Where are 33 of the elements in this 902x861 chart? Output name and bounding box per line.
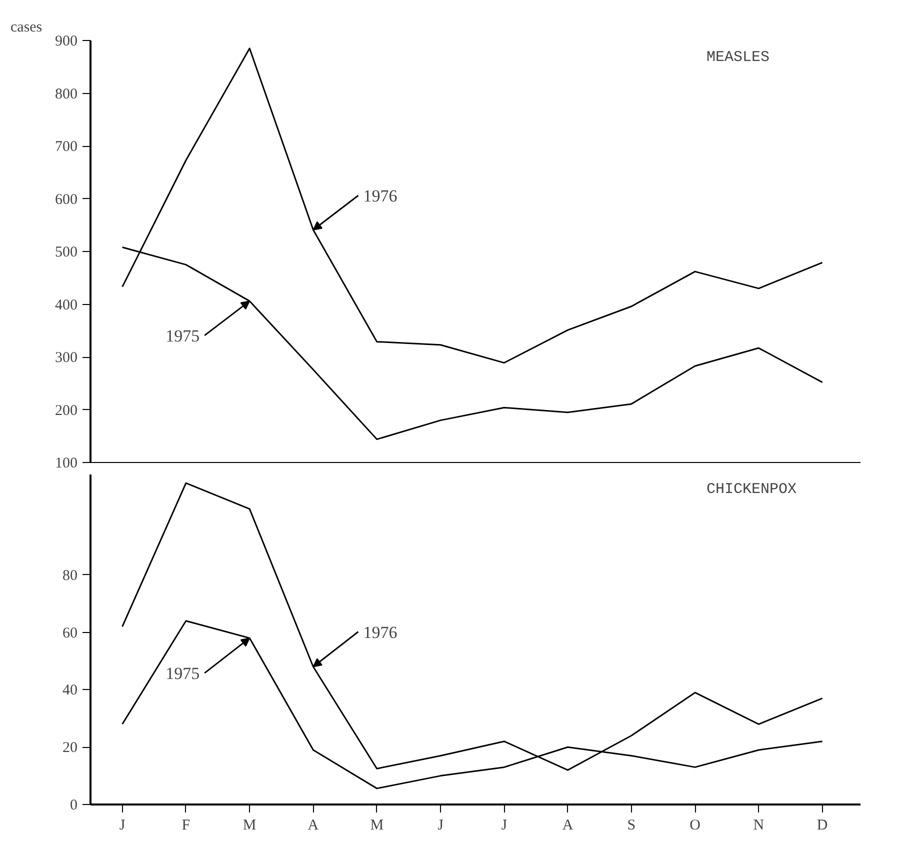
text: CHICKENPOX [706,481,797,498]
y-axis-title: cases [10,20,42,36]
annotation: 1975 [166,326,200,346]
y-tick-label: 600 [55,192,78,208]
text: MEASLES [706,48,770,66]
annotation: 1976 [363,186,398,206]
x-tick-label: M [242,818,256,834]
x-tick-label: J [438,818,444,834]
x-tick-label: O [690,818,701,834]
y-tick-label: 200 [55,402,78,419]
annotation: 1975 [166,664,200,684]
x-tick-label: J [119,818,126,834]
y-tick-label: 80 [62,568,78,584]
x-tick-label: A [308,818,319,834]
y-tick-label: 20 [62,740,78,756]
y-tick-label: 500 [55,244,78,260]
y-tick-label: 400 [55,297,78,314]
annotation: 1976 [363,622,398,642]
y-tick-label: 300 [55,350,78,366]
y-tick-label: 60 [62,625,78,642]
x-tick-label: A [562,818,574,834]
y-tick-label: 800 [55,86,78,102]
x-tick-label: N [753,818,764,834]
x-tick-label: S [627,818,636,834]
x-tick-label: M [370,818,384,834]
y-tick-label: 40 [62,682,78,699]
y-tick-label: 900 [55,34,78,50]
y-tick-label: 100 [55,456,78,472]
x-tick-label: D [816,818,828,834]
x-tick-label: F [182,818,190,834]
y-tick-label: 700 [55,139,78,155]
x-tick-label: J [501,818,508,834]
y-tick-label: 0 [70,798,78,814]
